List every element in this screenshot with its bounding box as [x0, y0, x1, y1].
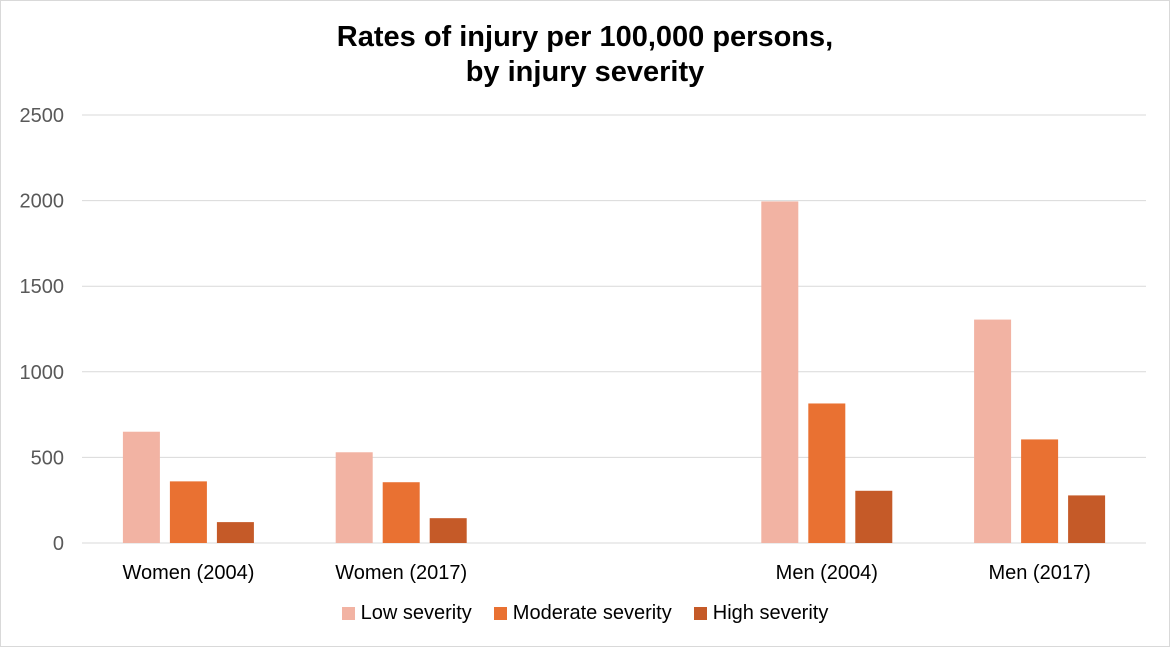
- bar-low-severity: [761, 201, 799, 543]
- legend-swatch: [693, 607, 707, 620]
- bar-high-severity: [1068, 495, 1106, 543]
- legend-label: Low severity: [360, 602, 472, 624]
- x-tick-label: Women (2017): [335, 562, 467, 584]
- y-tick-label: 1000: [20, 362, 65, 384]
- legend-label: Moderate severity: [512, 602, 672, 624]
- bar-low-severity: [122, 431, 160, 543]
- bar-moderate-severity: [1021, 439, 1059, 543]
- legend-swatch: [493, 607, 507, 620]
- bar-low-severity: [974, 319, 1012, 543]
- bar-high-severity: [429, 518, 467, 543]
- bar-moderate-severity: [169, 481, 207, 543]
- bar-moderate-severity: [808, 403, 846, 543]
- bar-moderate-severity: [382, 482, 420, 543]
- x-tick-label: Men (2017): [988, 562, 1090, 584]
- chart-title: Rates of injury per 100,000 persons,: [336, 21, 834, 53]
- y-tick-label: 2000: [20, 191, 65, 213]
- legend-swatch: [341, 607, 355, 620]
- bar-low-severity: [335, 452, 373, 543]
- legend-item: Moderate severity: [493, 602, 672, 625]
- legend-item: Low severity: [341, 602, 472, 625]
- y-tick-label: 0: [53, 533, 64, 555]
- y-tick-label: 1500: [20, 276, 65, 298]
- chart-subtitle: by injury severity: [465, 56, 705, 88]
- legend-item: High severity: [693, 602, 829, 625]
- legend-label: High severity: [712, 602, 829, 624]
- x-tick-label: Men (2004): [776, 562, 878, 584]
- bar-high-severity: [855, 490, 893, 543]
- x-tick-label: Women (2004): [122, 562, 254, 584]
- chart-plot: 0 500 1000 1500 2000 2500 Women (2004) Women (2…: [20, 105, 1146, 584]
- bar-high-severity: [216, 522, 254, 543]
- y-tick-label: 500: [31, 447, 64, 469]
- chart-legend: Low severity Moderate severity High severi…: [0, 602, 1170, 625]
- y-tick-label: 2500: [20, 105, 65, 127]
